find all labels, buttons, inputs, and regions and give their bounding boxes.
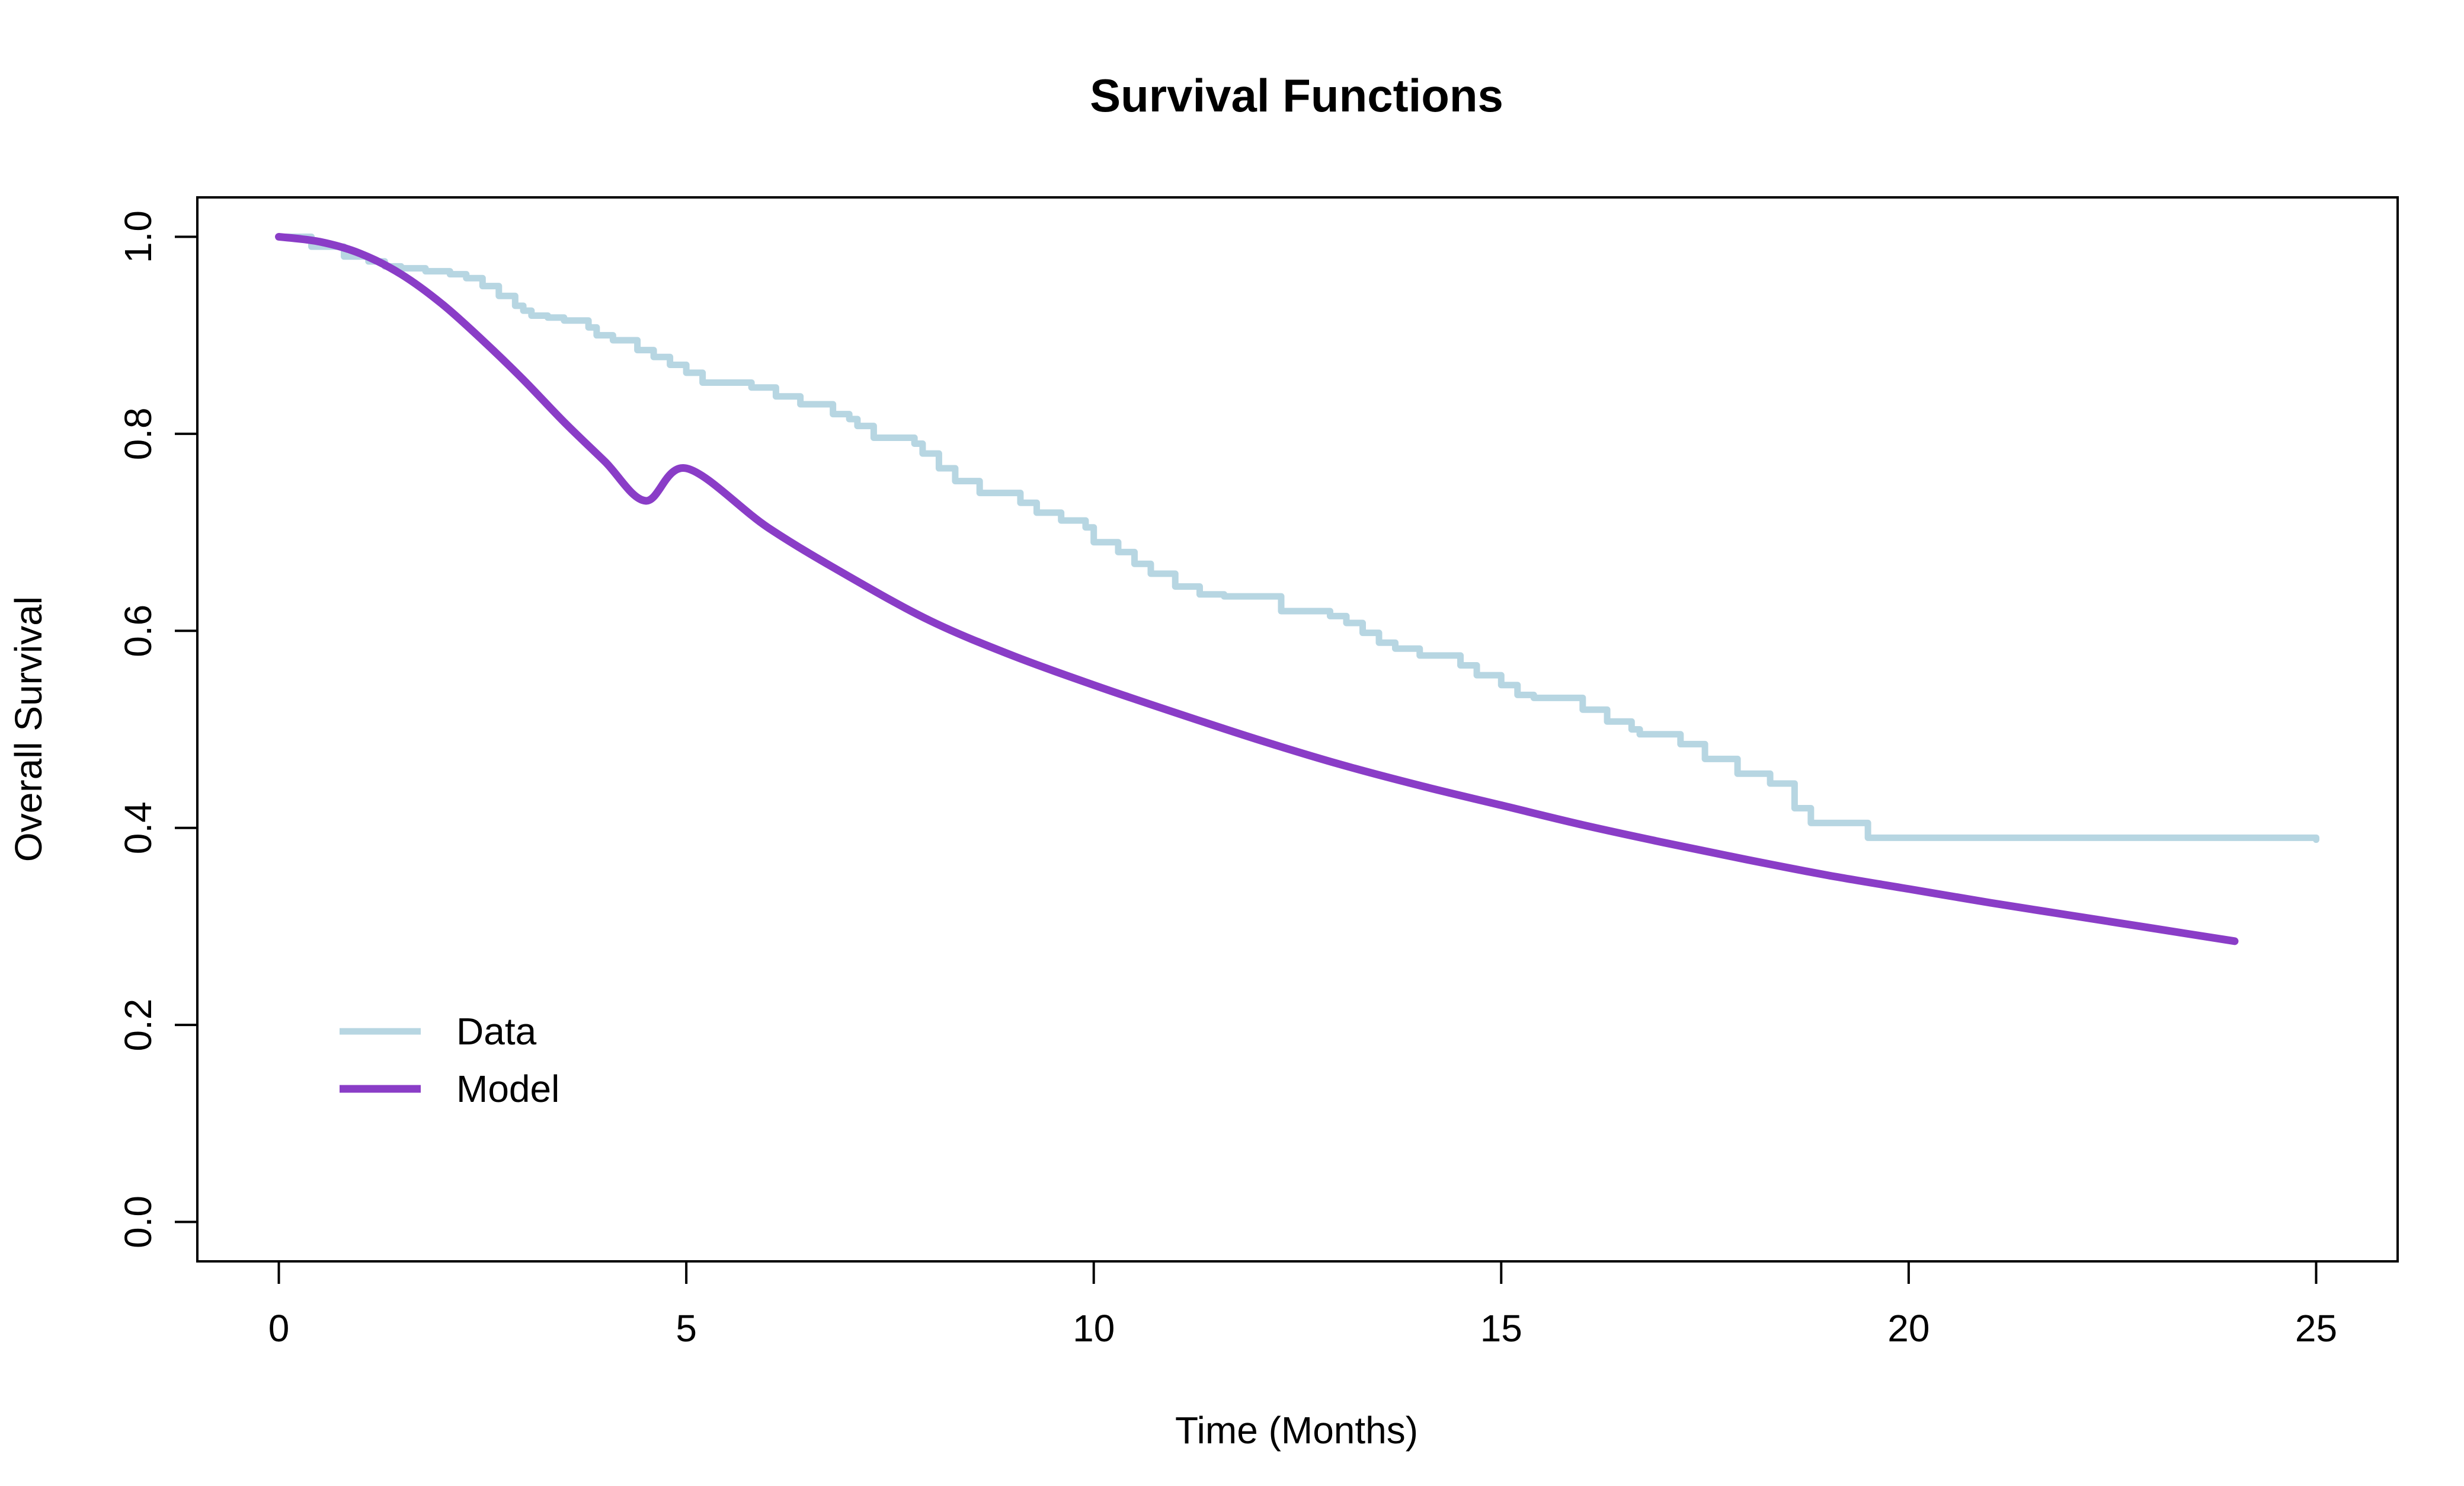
x-tick-label: 25 [2295,1307,2337,1350]
y-tick-label: 1.0 [117,210,159,263]
y-tick-label: 0.0 [117,1196,159,1248]
series-model-line [275,232,2239,945]
x-tick-label: 5 [676,1307,697,1350]
x-tick-label: 15 [1480,1307,1522,1350]
y-axis: 0.0 0.2 0.4 0.6 0.8 1.0 [117,210,199,1248]
legend-label-data: Data [456,1010,537,1053]
chart-title: Survival Functions [1090,69,1503,122]
series-data-line [276,233,2319,843]
y-tick-label: 0.6 [117,605,159,657]
x-axis: 0 5 10 15 20 25 [268,1260,2337,1350]
x-tick-label: 0 [268,1307,290,1350]
y-tick-label: 0.4 [117,801,159,854]
legend-label-model: Model [456,1068,559,1110]
y-tick-label: 0.8 [117,407,159,460]
x-axis-label: Time (Months) [1175,1409,1418,1452]
x-tick-label: 10 [1073,1307,1115,1350]
y-axis-label: Overall Survival [7,596,50,862]
y-tick-label: 0.2 [117,999,159,1052]
x-tick-label: 20 [1887,1307,1929,1350]
legend: Data Model [340,1010,559,1110]
series-layer [275,232,2319,945]
